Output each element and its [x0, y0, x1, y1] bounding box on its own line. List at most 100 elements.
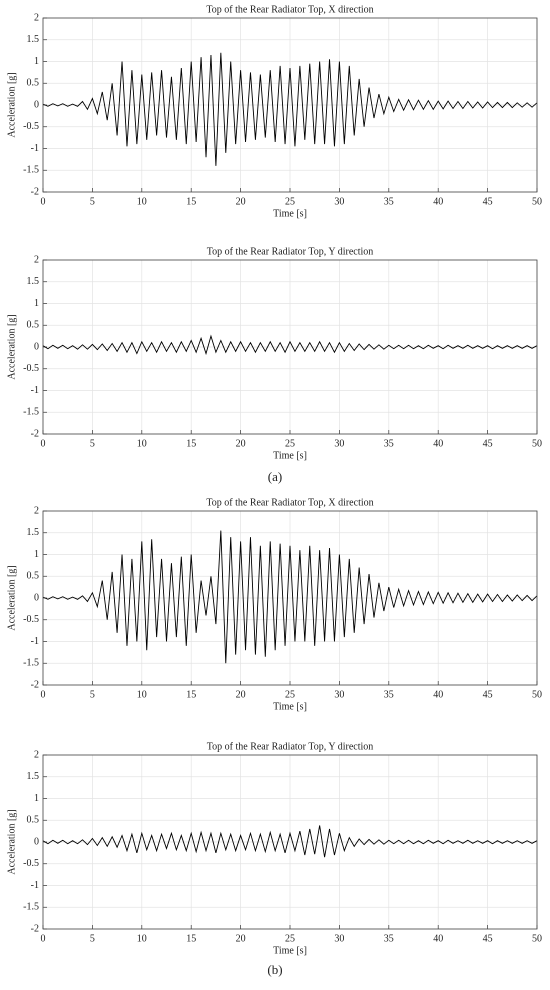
x-tick-label: 40: [433, 438, 443, 449]
x-tick-label: 45: [483, 438, 493, 449]
x-tick-label: 15: [186, 196, 196, 207]
y-tick-label: 1: [34, 298, 39, 309]
x-tick-label: 40: [433, 689, 443, 700]
x-tick-label: 40: [433, 933, 443, 944]
x-tick-label: 15: [186, 933, 196, 944]
x-tick-label: 45: [483, 689, 493, 700]
x-tick-label: 25: [285, 196, 295, 207]
x-tick-label: 35: [384, 689, 394, 700]
chart-title: Top of the Rear Radiator Top, X directio…: [206, 4, 373, 15]
y-tick-label: 0: [34, 341, 39, 352]
y-tick-label: 2: [34, 505, 39, 516]
y-tick-label: 1.5: [27, 527, 40, 538]
y-tick-label: -0.5: [23, 121, 39, 132]
x-tick-label: 20: [236, 196, 246, 207]
x-tick-label: 35: [384, 196, 394, 207]
y-tick-label: 0: [34, 99, 39, 110]
y-tick-label: -1.5: [23, 902, 39, 913]
y-tick-label: -0.5: [23, 858, 39, 869]
chart-title: Top of the Rear Radiator Top, X directio…: [206, 497, 373, 508]
y-tick-label: 1: [34, 56, 39, 67]
x-tick-label: 25: [285, 689, 295, 700]
panel-label: (a): [268, 469, 282, 484]
x-tick-label: 0: [41, 438, 46, 449]
y-tick-label: 0.5: [27, 571, 40, 582]
plot-frame: [42, 259, 538, 435]
x-tick-label: 20: [236, 438, 246, 449]
y-axis-label: Acceleration [g]: [6, 565, 17, 630]
panel-label: (b): [267, 962, 282, 977]
x-tick-label: 0: [41, 933, 46, 944]
x-tick-label: 20: [236, 689, 246, 700]
x-tick-label: 50: [532, 933, 542, 944]
x-tick-label: 5: [90, 196, 95, 207]
x-axis-label: Time [s]: [273, 701, 307, 712]
x-tick-label: 35: [384, 933, 394, 944]
x-tick-label: 45: [483, 933, 493, 944]
signal-line: [42, 52, 538, 166]
x-tick-label: 0: [41, 196, 46, 207]
y-tick-label: 1: [34, 793, 39, 804]
x-tick-label: 5: [90, 689, 95, 700]
x-tick-label: 25: [285, 933, 295, 944]
chart-title: Top of the Rear Radiator Top, Y directio…: [207, 246, 374, 257]
y-tick-label: -1: [31, 143, 39, 154]
y-axis-label: Acceleration [g]: [6, 809, 17, 874]
y-tick-label: 2: [34, 254, 39, 265]
x-tick-label: 40: [433, 196, 443, 207]
y-tick-label: -1: [31, 880, 39, 891]
y-tick-label: 1.5: [27, 34, 40, 45]
y-tick-label: 0: [34, 592, 39, 603]
x-tick-label: 0: [41, 689, 46, 700]
plot-frame: [42, 754, 538, 930]
x-tick-label: 30: [334, 689, 344, 700]
y-tick-label: 2: [34, 12, 39, 23]
chart-title: Top of the Rear Radiator Top, Y directio…: [207, 741, 374, 752]
y-tick-label: 0.5: [27, 78, 40, 89]
y-tick-label: 2: [34, 749, 39, 760]
x-tick-label: 5: [90, 933, 95, 944]
y-axis-label: Acceleration [g]: [6, 72, 17, 137]
x-tick-label: 30: [334, 933, 344, 944]
y-tick-label: -1: [31, 385, 39, 396]
x-tick-label: 10: [137, 438, 147, 449]
plot-frame: [42, 510, 538, 686]
x-axis-label: Time [s]: [273, 208, 307, 219]
y-tick-label: -0.5: [23, 614, 39, 625]
y-tick-label: -0.5: [23, 363, 39, 374]
x-tick-label: 50: [532, 689, 542, 700]
signal-line: [42, 825, 538, 858]
y-tick-label: 1: [34, 549, 39, 560]
y-tick-label: 1.5: [27, 771, 40, 782]
y-tick-label: 1.5: [27, 276, 40, 287]
y-tick-label: -1: [31, 636, 39, 647]
y-tick-label: 0.5: [27, 815, 40, 826]
x-tick-label: 10: [137, 689, 147, 700]
x-tick-label: 50: [532, 196, 542, 207]
y-tick-label: -1.5: [23, 407, 39, 418]
x-tick-label: 25: [285, 438, 295, 449]
y-tick-label: -2: [31, 186, 39, 197]
y-tick-label: -1.5: [23, 165, 39, 176]
x-tick-label: 10: [137, 196, 147, 207]
x-axis-label: Time [s]: [273, 450, 307, 461]
y-tick-label: -2: [31, 679, 39, 690]
x-tick-label: 10: [137, 933, 147, 944]
y-tick-label: -2: [31, 923, 39, 934]
signal-line: [42, 334, 538, 356]
y-axis-label: Acceleration [g]: [6, 314, 17, 379]
y-tick-label: -1.5: [23, 658, 39, 669]
y-tick-label: -2: [31, 428, 39, 439]
x-tick-label: 30: [334, 196, 344, 207]
x-tick-label: 15: [186, 438, 196, 449]
x-tick-label: 20: [236, 933, 246, 944]
x-tick-label: 45: [483, 196, 493, 207]
x-tick-label: 5: [90, 438, 95, 449]
x-tick-label: 15: [186, 689, 196, 700]
plot-frame: [42, 17, 538, 193]
y-tick-label: 0.5: [27, 320, 40, 331]
x-tick-label: 50: [532, 438, 542, 449]
y-tick-label: 0: [34, 836, 39, 847]
x-tick-label: 30: [334, 438, 344, 449]
